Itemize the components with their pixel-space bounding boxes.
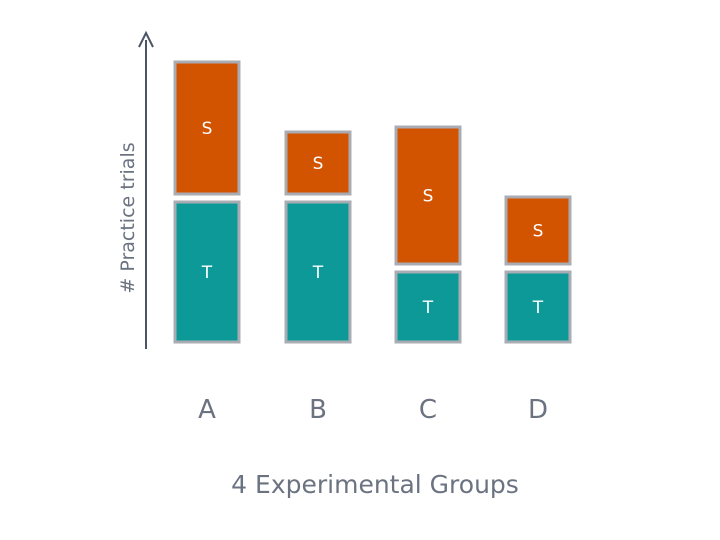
category-label-d: D bbox=[528, 395, 548, 425]
x-axis-title: 4 Experimental Groups bbox=[231, 470, 519, 499]
y-axis-arrowhead bbox=[138, 30, 154, 48]
bars-group: T S T S T S T S bbox=[173, 60, 572, 344]
segment-label-d-t: T bbox=[532, 298, 544, 318]
segment-label-a-s: S bbox=[202, 119, 213, 139]
bar-c-t bbox=[394, 270, 462, 344]
segment-label-c-s: S bbox=[423, 187, 434, 207]
category-label-c: C bbox=[419, 395, 437, 425]
category-labels: A B C D bbox=[198, 395, 548, 425]
segment-label-a-t: T bbox=[201, 263, 213, 283]
bar-c-s bbox=[394, 125, 462, 266]
category-label-b: B bbox=[309, 395, 327, 425]
y-axis-title: # Practice trials bbox=[117, 142, 139, 293]
segment-label-d-s: S bbox=[533, 222, 544, 242]
segment-label-b-s: S bbox=[313, 154, 324, 174]
bar-a-s bbox=[173, 60, 241, 196]
bar-d-s bbox=[504, 195, 572, 266]
bar-b-s bbox=[284, 130, 352, 196]
segment-label-c-t: T bbox=[422, 298, 434, 318]
bar-a-t bbox=[173, 200, 241, 344]
bar-d-t bbox=[504, 270, 572, 344]
y-axis bbox=[138, 30, 154, 349]
bar-b-t bbox=[284, 200, 352, 344]
category-label-a: A bbox=[198, 395, 216, 425]
segment-label-b-t: T bbox=[312, 263, 324, 283]
